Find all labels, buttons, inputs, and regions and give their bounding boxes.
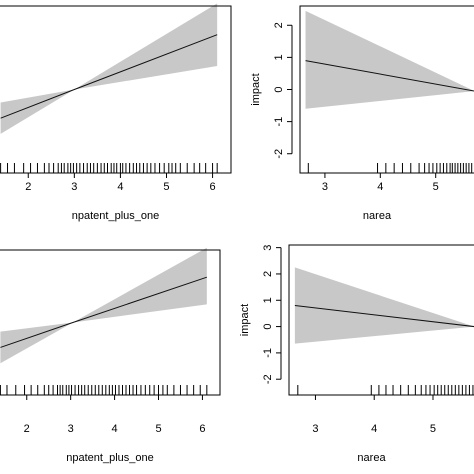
x-tick-label: 5 [433, 181, 439, 193]
x-axis-label: narea [363, 210, 392, 222]
x-axis-label: npatent_plus_one [72, 210, 159, 222]
y-tick-label: 1 [262, 297, 274, 303]
y-tick-label: 0 [273, 86, 285, 92]
x-tick-label: 5 [163, 181, 169, 193]
x-tick-label: 4 [371, 423, 377, 435]
confidence-band [294, 267, 474, 344]
x-tick-label: 4 [377, 181, 383, 193]
confidence-band [0, 3, 218, 134]
confidence-band [0, 247, 207, 364]
x-tick-label: 5 [155, 423, 161, 435]
x-tick-label: 3 [312, 423, 318, 435]
x-tick-label: 4 [117, 181, 123, 193]
y-tick-label: -2 [262, 374, 274, 384]
x-axis-label: narea [357, 452, 386, 464]
x-tick-label: 6 [199, 423, 205, 435]
y-tick-label: 0 [262, 324, 274, 330]
y-tick-label: 1 [273, 54, 285, 60]
y-tick-label: 2 [262, 271, 274, 277]
x-tick-label: 4 [112, 423, 118, 435]
y-tick-label: -2 [273, 149, 285, 159]
panel-1: 2 3 4 5 6 npatent_plus_one [0, 3, 232, 222]
x-tick-label: 2 [25, 181, 31, 193]
panel-2: 3 4 5 narea -2 -1 0 1 2 impact [250, 5, 474, 222]
y-tick-label: 2 [273, 22, 285, 28]
fit-line [0, 34, 218, 119]
confidence-band [305, 10, 474, 109]
y-axis-label: impact [250, 73, 262, 105]
y-tick-label: -1 [273, 117, 285, 127]
x-tick-label: 2 [24, 423, 30, 435]
fit-line [294, 305, 474, 328]
panel-3: 2 3 4 5 6 npatent_plus_one [0, 247, 221, 464]
y-tick-label: 3 [262, 245, 274, 251]
fit-line [305, 60, 474, 92]
x-tick-label: 3 [68, 423, 74, 435]
x-axis-label: npatent_plus_one [66, 452, 153, 464]
x-tick-label: 3 [322, 181, 328, 193]
fit-line [0, 276, 207, 348]
y-axis-label: impact [239, 304, 251, 336]
x-tick-label: 6 [210, 181, 216, 193]
x-tick-label: 5 [430, 423, 436, 435]
y-tick-label: -1 [262, 348, 274, 358]
panel-4: 3 4 5 narea -2 -1 0 1 2 3 impact [239, 244, 474, 464]
x-tick-label: 3 [71, 181, 77, 193]
